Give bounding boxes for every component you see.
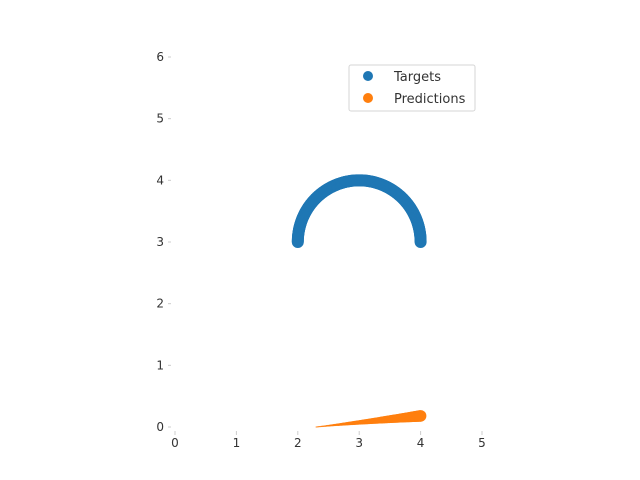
legend-label-targets: Targets [393, 70, 441, 85]
x-tick-label: 2 [294, 436, 302, 450]
target-point [291, 236, 304, 248]
prediction-point [317, 426, 320, 428]
y-axis-ticks: 0 1 2 3 4 5 6 [156, 50, 171, 434]
y-tick-label: 6 [156, 50, 164, 64]
y-tick-label: 1 [156, 358, 164, 372]
y-tick-label: 2 [156, 297, 164, 311]
legend-box [348, 64, 476, 112]
prediction-point [322, 425, 324, 428]
x-axis-ticks: 0 1 2 3 4 5 [171, 431, 486, 450]
legend-marker-predictions [363, 93, 373, 103]
y-tick-label: 5 [156, 112, 164, 126]
prediction-point [321, 425, 323, 428]
legend-label-predictions: Predictions [394, 92, 466, 107]
prediction-point [315, 426, 317, 428]
legend-marker-targets [363, 71, 373, 81]
prediction-point [414, 410, 427, 422]
y-tick-label: 3 [156, 235, 164, 249]
y-tick-label: 4 [156, 173, 164, 187]
legend: Targets Predictions [348, 64, 476, 112]
prediction-point [316, 426, 318, 428]
x-tick-label: 3 [355, 436, 363, 450]
series-predictions [315, 410, 427, 428]
x-tick-label: 5 [478, 436, 486, 450]
prediction-point [319, 425, 321, 428]
series-targets [291, 174, 427, 248]
x-tick-label: 1 [233, 436, 241, 450]
x-tick-label: 4 [417, 436, 425, 450]
prediction-point [320, 425, 322, 428]
x-tick-label: 0 [171, 436, 179, 450]
y-tick-label: 0 [156, 420, 164, 434]
